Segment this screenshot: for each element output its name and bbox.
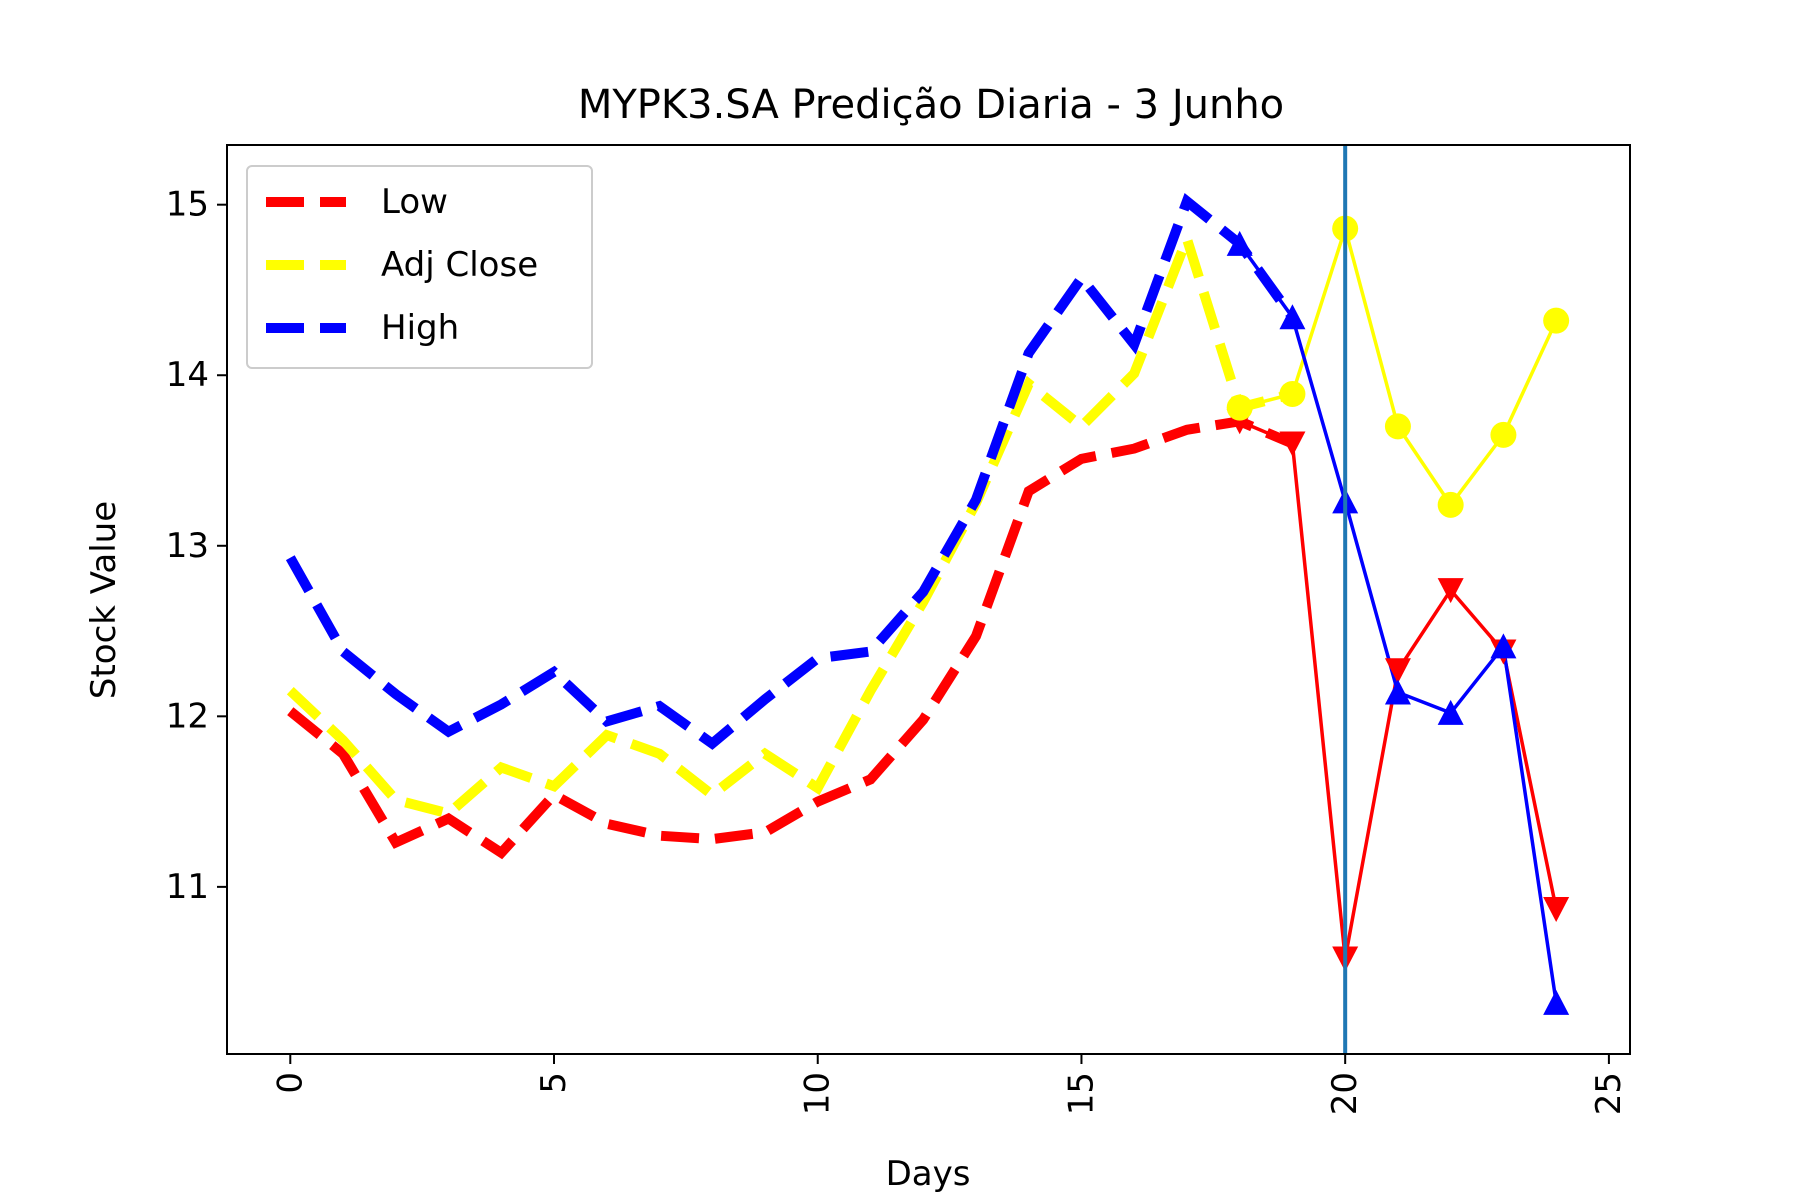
point-high	[1226, 230, 1253, 256]
y-tick-label: 15	[166, 185, 209, 225]
point-high	[1543, 989, 1570, 1015]
x-tick-label: 25	[1589, 1072, 1629, 1115]
y-tick-label: 11	[166, 867, 209, 907]
plot-markers	[1226, 145, 1570, 1054]
x-axis-label: Days	[886, 1154, 971, 1194]
chart-title: MYPK3.SA Predição Diaria - 3 Junho	[578, 82, 1284, 128]
x-tick-label: 10	[798, 1072, 838, 1115]
point-high	[1490, 633, 1517, 659]
legend-label-high: High	[381, 308, 459, 348]
legend-label-adj-close: Adj Close	[381, 245, 538, 285]
point-low	[1437, 578, 1464, 604]
y-axis: 11 12 13 14 15	[166, 185, 227, 907]
legend-box	[246, 165, 593, 369]
y-tick-label: 12	[166, 696, 209, 736]
point-adj-close	[1384, 413, 1411, 440]
point-high	[1384, 679, 1411, 705]
point-low	[1543, 897, 1570, 923]
point-high	[1279, 304, 1306, 330]
history-line-high	[285, 193, 1297, 750]
y-tick-label: 13	[166, 526, 209, 566]
legend: Low Adj Close High	[246, 165, 593, 369]
point-adj-close	[1490, 421, 1517, 448]
history-line-low	[287, 416, 1295, 860]
y-tick-label: 14	[166, 355, 209, 395]
point-high	[1437, 699, 1464, 725]
x-tick-label: 15	[1061, 1072, 1101, 1115]
point-adj-close	[1226, 394, 1253, 421]
x-tick-label: 20	[1325, 1072, 1365, 1115]
point-low	[1384, 658, 1411, 684]
history-line-adj-close	[286, 223, 1294, 819]
y-axis-label: Stock Value	[84, 501, 124, 699]
x-tick-label: 5	[534, 1072, 574, 1094]
plot-frame	[226, 144, 1631, 1055]
point-adj-close	[1279, 380, 1306, 407]
point-adj-close	[1543, 307, 1570, 334]
x-tick-label: 0	[270, 1072, 310, 1094]
point-low	[1279, 431, 1306, 457]
x-axis: 0 5 10 15 20 25	[270, 1054, 1629, 1115]
legend-label-low: Low	[381, 182, 448, 222]
point-adj-close	[1437, 491, 1464, 518]
